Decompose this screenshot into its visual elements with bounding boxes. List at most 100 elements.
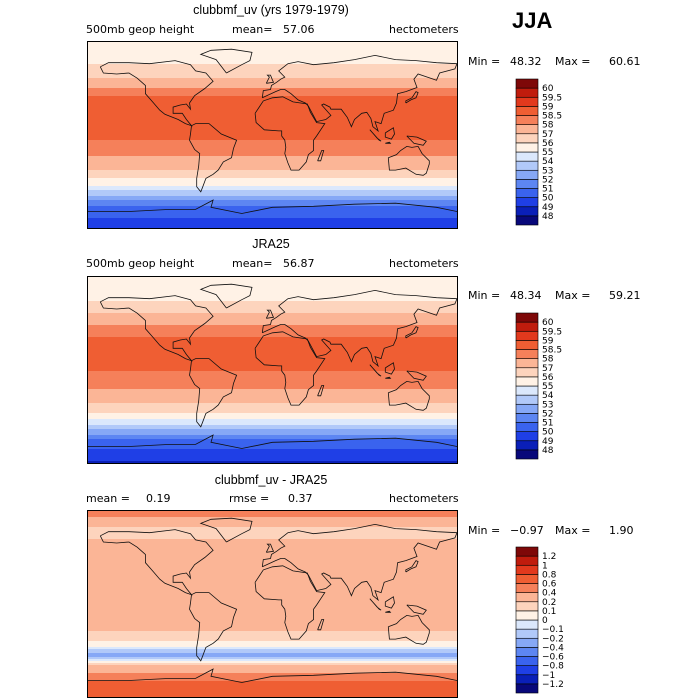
panel-2-colorbar-box <box>515 312 539 323</box>
panel-2-colorbar-box <box>515 330 539 341</box>
panel-3-colorbar-box <box>515 628 539 639</box>
panel-3-colorbar-label: −0.2 <box>542 634 564 644</box>
panel-2-colorbar: 48 49 50 51 52 53 54 55 56 57 58 58.5 59 59.5 60 <box>515 312 576 460</box>
panel-2-min-value: 48.34 <box>510 289 542 302</box>
panel-3-rmse-label: rmse = <box>229 492 270 505</box>
panel-1-map <box>87 41 458 229</box>
panel-3-field-band <box>88 661 457 663</box>
panel-2-field-band <box>88 461 457 463</box>
panel-1-colorbar-box <box>515 87 539 98</box>
panel-1-colorbar-label: 59 <box>542 102 554 112</box>
panel-1-field-band <box>88 140 457 156</box>
panel-2-colorbar-box <box>515 422 539 432</box>
panel-2-colorbar-label: 59.5 <box>542 327 562 337</box>
panel-1-mean-label: mean= <box>232 23 273 36</box>
panel-1-min-value: 48.32 <box>510 55 542 68</box>
panel-1-coastline <box>189 123 238 193</box>
panel-1-colorbar-box <box>515 133 539 144</box>
panel-1-field-band <box>88 64 457 78</box>
panel-1-max-value: 60.61 <box>609 55 641 68</box>
panel-2-min-label: Min = <box>468 289 501 302</box>
panel-2-field-band <box>88 413 457 419</box>
panel-2-field-band <box>88 403 457 413</box>
panel-1-colorbar: 48 49 50 51 52 53 54 55 56 57 58 58.5 59 59.5 60 <box>515 78 576 226</box>
panel-1-colorbar-label: 58.5 <box>542 112 562 122</box>
panel-3-field-band <box>88 681 457 697</box>
panel-2-field-band <box>88 277 457 301</box>
panel-2-coastline <box>405 326 419 339</box>
panel-3-min-label: Min = <box>468 524 501 537</box>
panel-3-colorbar-box <box>515 564 539 575</box>
panel-1-coastline <box>99 60 214 127</box>
panel-1-field-band <box>88 218 457 228</box>
panel-1-max-label: Max = <box>555 55 591 68</box>
panel-3-colorbar-box <box>515 647 539 657</box>
panel-3-field-band <box>88 647 457 649</box>
panel-1-colorbar-label: 57 <box>542 130 553 140</box>
panel-2-field-band <box>88 371 457 389</box>
panel-3-field-band <box>88 517 457 527</box>
panel-3-field-band <box>88 657 457 659</box>
panel-2-colorbar-label: 50 <box>542 428 554 438</box>
panel-2-coastline <box>99 295 214 362</box>
panel-1-colorbar-box <box>515 106 539 116</box>
panel-3-colorbar-label: −0.8 <box>542 662 564 672</box>
panel-2-max-label: Max = <box>555 289 591 302</box>
panel-2-coastline <box>189 358 238 428</box>
panel-3-colorbar-label: 1.2 <box>542 552 556 562</box>
panel-3-colorbar-box <box>515 610 539 621</box>
panel-2-colorbar-label: 55 <box>542 382 553 392</box>
panel-3-colorbar-box <box>515 555 539 566</box>
panel-1-colorbar-label: 49 <box>542 203 554 213</box>
panel-2-field-band <box>88 425 457 429</box>
panel-3-field-band <box>88 663 457 665</box>
panel-1-colorbar-label: 60 <box>542 84 554 94</box>
panel-2-map <box>87 276 458 464</box>
panel-1-colorbar-label: 48 <box>542 212 554 222</box>
panel-1-coastline <box>387 145 430 176</box>
panel-2-colorbar-box <box>515 349 539 359</box>
panel-1-coastline <box>317 150 325 162</box>
panel-3-colorbar-label: 1 <box>542 561 548 571</box>
panel-2-colorbar-box <box>515 413 539 423</box>
panel-1-colorbar-label: 51 <box>542 185 553 195</box>
panel-3-colorbar-box <box>515 592 539 603</box>
panel-3-field-band <box>88 665 457 673</box>
panel-3-field-band <box>88 653 457 657</box>
panel-1-field-band <box>88 190 457 196</box>
panel-2-coastline <box>406 370 427 381</box>
panel-3-coastline <box>254 565 326 640</box>
panel-2-colorbar-label: 48 <box>542 446 554 456</box>
panel-3-coastline <box>189 592 238 662</box>
panel-2-colorbar-box <box>515 403 539 414</box>
panel-2-coastline <box>369 364 382 377</box>
panel-2-field-band <box>88 301 457 313</box>
panel-2-colorbar-label: 51 <box>542 419 553 429</box>
panel-2-field-band <box>88 449 457 461</box>
panel-1-field-band <box>88 206 457 218</box>
panel-3-coastline <box>385 610 392 613</box>
panel-1-field-band <box>88 42 457 64</box>
panel-3-colorbar-box <box>515 674 539 685</box>
panel-1-colorbar-label: 55 <box>542 148 553 158</box>
panel-2-colorbar-box <box>515 440 539 451</box>
panel-1-colorbar-box <box>515 188 539 198</box>
panel-3-colorbar-box <box>515 683 539 694</box>
panel-2-colorbar-box <box>515 358 539 369</box>
panel-1-colorbar-label: 54 <box>542 157 554 167</box>
panel-3-colorbar-box <box>515 637 539 648</box>
panel-2-field-band <box>88 389 457 403</box>
panel-3-coastline <box>387 614 430 645</box>
panel-3-coastline <box>317 619 325 631</box>
panel-3-field-band <box>88 527 457 539</box>
panel-1-field-band <box>88 88 457 96</box>
panel-2-colorbar-label: 52 <box>542 409 553 419</box>
panel-3-colorbar-label: −0.6 <box>542 653 564 663</box>
panel-1-coastline <box>88 199 457 214</box>
panel-2-colorbar-label: 56 <box>542 373 554 383</box>
panel-3-coastline <box>384 596 395 609</box>
panel-1-colorbar-box <box>515 115 539 125</box>
panel-1-coastline <box>406 135 427 146</box>
panel-2-title: JRA25 <box>252 237 290 251</box>
